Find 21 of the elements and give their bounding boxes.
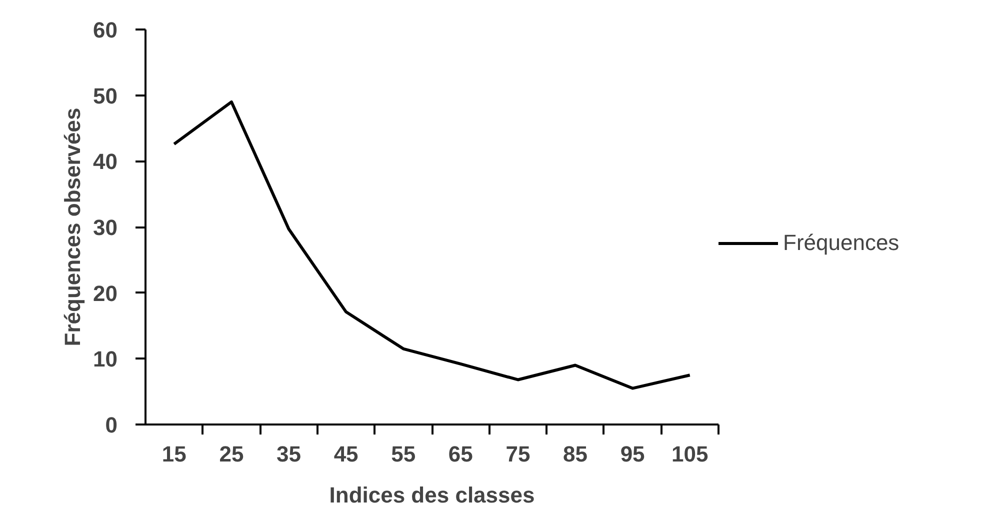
x-tick-label: 45 xyxy=(334,442,358,466)
x-tick-label: 55 xyxy=(391,442,416,466)
line-series xyxy=(172,100,692,390)
x-tick-label: 105 xyxy=(671,442,708,466)
x-axis-title: Indices des classes xyxy=(329,482,535,508)
x-tick-label: 65 xyxy=(448,442,473,466)
x-tick-label: 85 xyxy=(563,442,588,466)
legend-label: Fréquences xyxy=(783,230,900,256)
x-tick-label: 75 xyxy=(506,442,530,466)
x-tick-label: 25 xyxy=(219,442,244,466)
y-tick-label: 0 xyxy=(105,412,118,438)
y-tick-label: 20 xyxy=(93,280,118,306)
y-tick-label: 40 xyxy=(93,149,118,174)
y-tick-label: 60 xyxy=(93,18,118,42)
y-tick-label: 50 xyxy=(93,83,118,108)
x-tick-label: 95 xyxy=(620,442,645,466)
x-tick-label: 15 xyxy=(162,442,186,466)
y-axis-title: Fréquences observées xyxy=(60,108,86,346)
y-tick-label: 10 xyxy=(93,346,118,372)
x-tick-label: 35 xyxy=(276,442,301,466)
y-tick-label: 30 xyxy=(93,215,118,240)
